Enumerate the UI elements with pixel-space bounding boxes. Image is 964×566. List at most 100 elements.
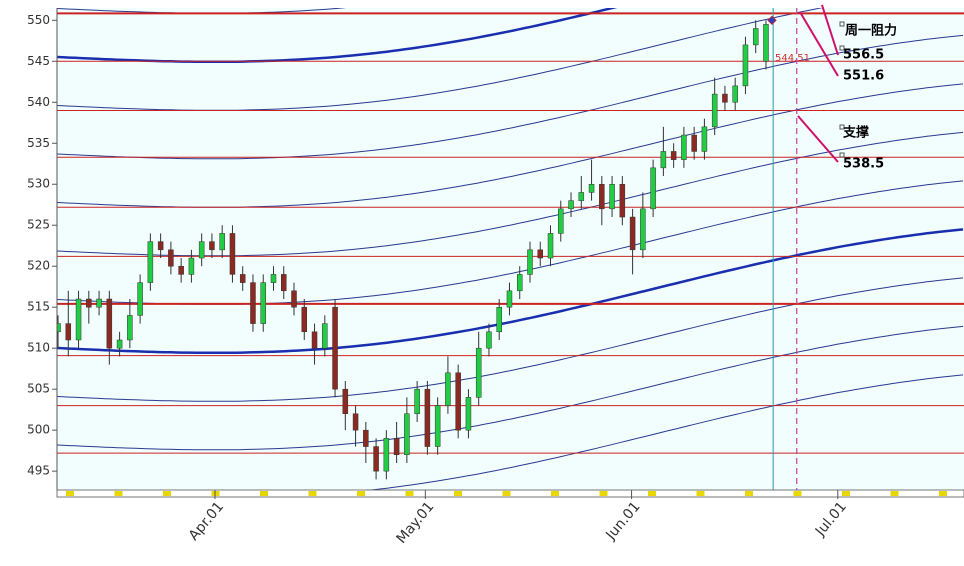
candle-body bbox=[445, 372, 451, 406]
annotation-text: 538.5 bbox=[843, 157, 884, 172]
candle-body bbox=[393, 438, 400, 456]
candle-body bbox=[434, 405, 441, 447]
candle-body bbox=[291, 290, 297, 308]
candle-body bbox=[742, 44, 749, 87]
channel-curve bbox=[57, 277, 964, 402]
candle-body bbox=[424, 388, 431, 447]
candle-body bbox=[188, 257, 195, 275]
candle-body bbox=[322, 323, 328, 349]
candle-body bbox=[640, 208, 646, 251]
candle-body bbox=[650, 167, 656, 210]
week-marker bbox=[454, 491, 462, 496]
y-tick-label: 510 bbox=[27, 341, 50, 355]
candle-body bbox=[475, 347, 482, 398]
candle-body bbox=[568, 200, 574, 210]
candle-body bbox=[629, 216, 636, 251]
candle-body bbox=[619, 183, 626, 218]
week-marker bbox=[260, 491, 268, 496]
channel-curve bbox=[57, 131, 964, 257]
candle-body bbox=[178, 265, 184, 275]
channel-curve bbox=[57, 8, 618, 64]
x-tick-label: Jun.01 bbox=[602, 499, 643, 544]
candle-body bbox=[250, 282, 256, 324]
candle-body bbox=[691, 134, 697, 152]
candle-body bbox=[578, 192, 585, 201]
candle-body bbox=[711, 93, 718, 128]
week-marker bbox=[648, 491, 656, 496]
candle-body bbox=[57, 323, 61, 333]
anchor bbox=[839, 45, 845, 51]
y-tick-label: 500 bbox=[27, 423, 50, 437]
candle-body bbox=[116, 339, 123, 349]
candle-body bbox=[65, 323, 72, 341]
candle-body bbox=[506, 290, 513, 308]
candle-body bbox=[219, 233, 225, 251]
candle-body bbox=[147, 241, 154, 283]
x-tick-label: May.01 bbox=[394, 499, 438, 547]
y-tick-label: 495 bbox=[27, 464, 50, 478]
y-tick-label: 535 bbox=[27, 136, 50, 150]
candle-body bbox=[763, 24, 769, 62]
candle-body bbox=[127, 315, 133, 341]
week-marker bbox=[745, 491, 753, 496]
candle-body bbox=[229, 233, 236, 275]
candle-body bbox=[383, 438, 390, 472]
candle-body bbox=[465, 397, 472, 431]
candle-body bbox=[260, 282, 266, 324]
candle-body bbox=[496, 306, 502, 333]
candle-body bbox=[516, 274, 523, 292]
y-tick-label: 550 bbox=[27, 13, 50, 27]
candle-body bbox=[373, 446, 379, 472]
week-marker bbox=[114, 491, 123, 496]
candle-body bbox=[404, 413, 410, 456]
channel-curve bbox=[366, 374, 964, 490]
y-tick-label: 515 bbox=[27, 300, 50, 314]
week-marker bbox=[308, 491, 317, 496]
annotation-line bbox=[821, 4, 839, 56]
level-lines bbox=[57, 8, 964, 490]
plot-area bbox=[57, 8, 964, 490]
candle-body bbox=[168, 249, 174, 267]
last-marker bbox=[767, 15, 777, 26]
week-marker bbox=[599, 491, 608, 496]
annotation-text: 556.5 bbox=[843, 48, 884, 63]
anchor bbox=[839, 152, 845, 158]
annotation-text: 551.6 bbox=[843, 69, 884, 84]
annotation-line bbox=[799, 11, 839, 77]
y-tick-label: 530 bbox=[27, 177, 50, 191]
annotation-line bbox=[797, 115, 839, 163]
candle-body bbox=[281, 274, 287, 292]
candle-body bbox=[342, 388, 349, 415]
week-marker bbox=[357, 491, 365, 496]
channel-curve bbox=[57, 228, 964, 355]
channel-curve bbox=[57, 325, 964, 451]
candle-body bbox=[537, 249, 544, 259]
candle-body bbox=[752, 28, 759, 46]
candle-body bbox=[332, 306, 338, 390]
candle-body bbox=[106, 298, 113, 349]
candle-body bbox=[75, 298, 82, 341]
last-price-label: 544.51 bbox=[775, 53, 810, 64]
week-marker bbox=[405, 491, 414, 496]
anchor bbox=[839, 124, 845, 130]
annotation-text: 周一阻力 bbox=[845, 23, 897, 39]
y-tick-label: 505 bbox=[27, 382, 50, 396]
candle-body bbox=[86, 298, 92, 308]
week-marker bbox=[890, 491, 899, 496]
candle-body bbox=[701, 126, 708, 152]
y-tick-label: 525 bbox=[27, 218, 50, 232]
candle-body bbox=[96, 298, 102, 308]
annotation-text: 支撑 bbox=[842, 125, 869, 141]
candle-body bbox=[363, 429, 369, 447]
y-tick-label: 540 bbox=[27, 95, 50, 109]
week-marker bbox=[163, 491, 171, 496]
week-marker bbox=[793, 491, 802, 496]
y-tick-label: 520 bbox=[27, 259, 50, 273]
candle-body bbox=[722, 93, 728, 103]
x-tick-label: Apr.01 bbox=[186, 499, 227, 544]
candle-body bbox=[301, 306, 308, 333]
candle-body bbox=[157, 241, 164, 251]
candle-body bbox=[732, 85, 738, 103]
candle-body bbox=[486, 331, 492, 349]
